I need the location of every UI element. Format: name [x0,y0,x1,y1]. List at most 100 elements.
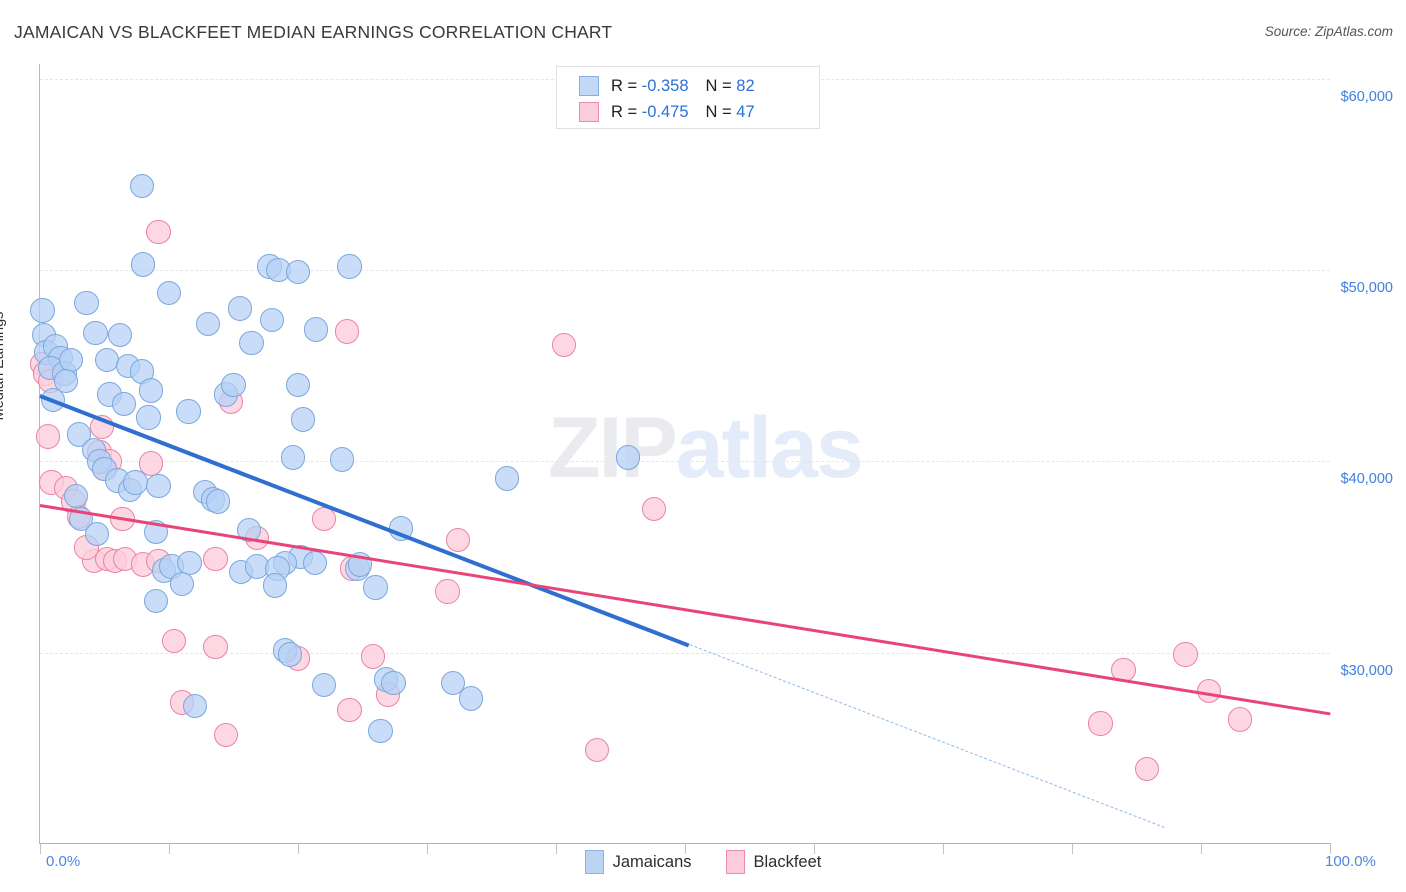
scatter-point [334,319,360,344]
scatter-point [63,483,89,508]
scatter-point [239,330,264,356]
scatter-point [363,575,388,600]
scatter-point [227,296,253,321]
legend-swatch-blackfeet [725,850,745,874]
stats-row: R = -0.358 N = 82 [579,73,819,99]
scatter-point [146,219,171,245]
x-axis-tick [814,843,815,854]
scatter-point [360,644,385,669]
series-swatch-jamaicans [579,76,599,96]
y-axis-tick-label: $40,000 [1340,471,1393,488]
scatter-point [203,634,228,660]
scatter-point [262,573,287,598]
gridline [40,461,1330,463]
scatter-point [89,414,115,440]
scatter-point [58,347,84,373]
y-axis-line [39,64,40,843]
scatter-point [146,474,171,499]
stats-row: R = -0.475 N = 47 [579,99,819,125]
x-axis-tick [298,843,299,854]
scatter-point [290,407,316,432]
x-axis-tick [40,843,41,854]
series-swatch-blackfeet [579,102,599,122]
scatter-point [213,722,238,747]
scatter-point [1196,678,1221,704]
scatter-point [278,642,303,667]
scatter-point [182,693,207,719]
plot-area: ZIPatlas [30,79,1331,843]
x-axis-min-label: 0.0% [46,853,81,870]
scatter-point [337,697,362,723]
scatter-point [74,290,99,315]
scatter-point [280,445,306,470]
scatter-point [203,546,228,572]
scatter-point [551,332,576,357]
scatter-point [110,506,135,531]
x-axis-tick [1072,843,1073,854]
scatter-point [205,489,231,514]
scatter-point [458,686,484,711]
scatter-point [107,323,133,348]
scatter-point [143,519,169,545]
scatter-point [236,518,262,543]
scatter-point [111,391,137,417]
series-legend: Jamaicans Blackfeet [0,850,1406,874]
watermark-zip: ZIP [548,400,678,496]
x-axis-tick [169,843,170,854]
x-axis-tick [685,843,686,854]
scatter-point [389,516,414,541]
scatter-point [585,737,610,763]
x-axis-tick [427,843,428,854]
scatter-point [138,378,164,403]
scatter-point [260,307,285,333]
scatter-point [129,173,155,199]
scatter-point [156,280,182,306]
legend-item-blackfeet[interactable]: Blackfeet [725,850,822,874]
y-axis-tick-label: $60,000 [1340,89,1393,105]
stats-text-blackfeet: R = -0.475 N = 47 [611,102,755,121]
x-axis-tick [1201,843,1202,854]
scatter-point [131,252,156,277]
scatter-point [494,466,520,491]
scatter-point [221,372,246,398]
page-title: JAMAICAN VS BLACKFEET MEDIAN EARNINGS CO… [14,22,613,42]
watermark-atlas: atlas [675,400,864,496]
gridline [40,270,1330,272]
scatter-point [136,405,161,430]
scatter-point [302,550,327,575]
scatter-point [94,347,120,373]
scatter-point [1111,657,1136,682]
scatter-point [329,447,355,472]
scatter-point [169,571,195,596]
scatter-point [311,506,336,531]
scatter-point [84,521,109,547]
trend-line [39,504,1331,716]
legend-swatch-jamaicans [584,850,604,874]
stats-legend: R = -0.358 N = 82 R = -0.475 N = 47 [556,66,820,129]
scatter-point [35,424,60,449]
x-axis-tick [943,843,944,854]
gridline [40,652,1330,654]
x-axis-max-label: 100.0% [1325,853,1376,870]
y-axis-tick-label: $30,000 [1340,662,1393,679]
scatter-point [123,470,148,495]
legend-item-jamaicans[interactable]: Jamaicans [584,850,692,874]
scatter-point [176,399,201,424]
scatter-point [616,445,641,470]
scatter-point [83,321,108,346]
legend-label-jamaicans: Jamaicans [612,852,692,871]
scatter-point [1173,642,1198,667]
scatter-point [53,368,78,394]
y-axis-title: Median Earnings [0,311,7,421]
scatter-point [1088,711,1113,736]
scatter-point [347,552,373,577]
scatter-point [311,672,336,698]
scatter-point [177,550,202,575]
x-axis-tick [1330,843,1331,854]
scatter-point [337,254,362,279]
scatter-point [303,317,329,342]
stats-text-jamaicans: R = -0.358 N = 82 [611,76,755,95]
legend-label-blackfeet: Blackfeet [753,852,822,871]
scatter-point [641,497,667,522]
scatter-point [195,311,220,336]
